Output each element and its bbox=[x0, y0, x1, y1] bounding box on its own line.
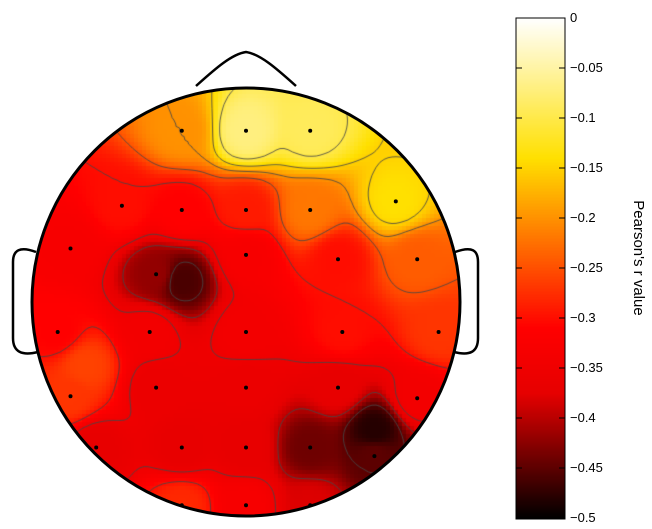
electrode-dot-10 bbox=[154, 272, 159, 277]
electrode-dot-28 bbox=[372, 454, 377, 459]
colorbar-tick-label: −0.1 bbox=[570, 110, 596, 125]
electrode-dot-13 bbox=[415, 257, 420, 262]
electrode-dot-7 bbox=[308, 208, 313, 212]
electrode-dot-29 bbox=[179, 503, 184, 508]
electrode-dot-8 bbox=[393, 199, 398, 204]
electrode-dot-14 bbox=[55, 330, 60, 334]
left-ear-outline bbox=[11, 248, 39, 355]
electrode-dot-30 bbox=[244, 503, 248, 508]
colorbar-tick-label: −0.4 bbox=[570, 410, 596, 425]
colorbar-tick-label: −0.15 bbox=[570, 160, 603, 175]
electrode-dot-15 bbox=[147, 330, 152, 334]
electrode-dot-1 bbox=[179, 128, 184, 133]
electrode-markers bbox=[55, 128, 441, 508]
electrode-dot-21 bbox=[244, 385, 248, 390]
electrode-dot-23 bbox=[415, 396, 420, 401]
electrode-dot-18 bbox=[436, 330, 441, 334]
electrode-dot-22 bbox=[336, 385, 340, 390]
colorbar-tick-label: −0.05 bbox=[570, 60, 603, 75]
colorbar-tick-label: −0.25 bbox=[570, 260, 603, 275]
colorbar-tick-label: 0 bbox=[570, 10, 577, 25]
colorbar-ticks: 0 −0.05 −0.1 −0.15 −0.2 −0.25 −0.3 −0.35 −0.4 −0.… bbox=[516, 10, 603, 525]
colorbar-tick-label: −0.2 bbox=[570, 210, 596, 225]
electrode-dot-20 bbox=[154, 385, 159, 390]
electrode-dot-16 bbox=[244, 330, 248, 334]
electrode-dot-11 bbox=[244, 252, 248, 257]
electrode-dot-17 bbox=[340, 330, 345, 334]
colorbar-tick-label: −0.35 bbox=[570, 360, 603, 375]
electrode-dot-31 bbox=[308, 503, 313, 508]
colorbar-tick-label: −0.3 bbox=[570, 310, 596, 325]
electrode-dot-27 bbox=[308, 445, 313, 450]
head-outline bbox=[30, 86, 462, 518]
electrode-dot-19 bbox=[68, 394, 73, 399]
colorbar-tick-label: −0.5 bbox=[570, 510, 596, 525]
electrode-dot-9 bbox=[68, 246, 73, 251]
electrode-dot-5 bbox=[179, 208, 184, 212]
electrode-dot-2 bbox=[244, 128, 248, 133]
electrode-dot-12 bbox=[336, 257, 340, 262]
colorbar-tick-label: −0.45 bbox=[570, 460, 603, 475]
colorbar-frame bbox=[515, 17, 566, 520]
electrode-dot-4 bbox=[119, 203, 124, 208]
nose-outline bbox=[195, 50, 297, 87]
electrode-dot-26 bbox=[244, 445, 248, 450]
right-ear-outline bbox=[453, 248, 480, 355]
colorbar-title: Pearson's r value bbox=[630, 200, 647, 315]
electrode-dot-6 bbox=[244, 208, 248, 212]
electrode-dot-25 bbox=[179, 445, 184, 450]
electrode-dot-3 bbox=[308, 128, 313, 133]
electrode-dot-24 bbox=[94, 445, 99, 450]
